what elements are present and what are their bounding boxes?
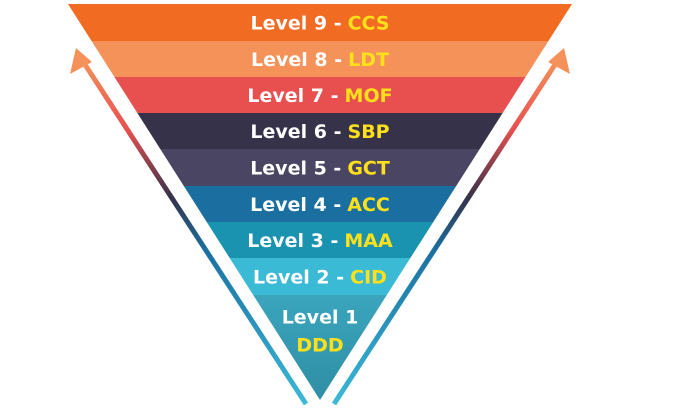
level-label: Level 4 - (250, 194, 341, 216)
level-text: Level 7 - MOF (247, 85, 392, 107)
level-text: Level 5 - GCT (250, 157, 390, 179)
level-band (137, 113, 503, 149)
level-text: Level 9 - CCS (250, 12, 389, 34)
level-code: GCT (347, 157, 390, 179)
level-text: Level 6 - SBP (250, 121, 389, 143)
level-band (253, 295, 387, 400)
level-text: Level 2 - CID (253, 266, 387, 288)
level-label: Level 7 - (247, 85, 338, 107)
level-code: CCS (348, 12, 390, 34)
level-label: Level 9 - (250, 12, 341, 34)
left-arrow (70, 48, 313, 409)
level-code: CID (350, 266, 387, 288)
level-code: ACC (347, 194, 390, 216)
level-text: Level 4 - ACC (250, 194, 390, 216)
level-label: Level 6 - (250, 121, 341, 143)
level-band (160, 149, 480, 186)
levels (68, 4, 572, 400)
level-label: Level 2 - (253, 266, 344, 288)
level-label: Level 8 - (251, 49, 342, 71)
level-text: Level 8 - LDT (251, 49, 389, 71)
right-arrow (327, 48, 570, 409)
level-label: Level 5 - (250, 157, 341, 179)
level-label: Level 3 - (247, 230, 338, 252)
level-label: Level 1 (282, 307, 359, 329)
level-band (91, 41, 549, 77)
level-band (114, 77, 526, 113)
level-band (183, 186, 457, 222)
level-code: DDD (296, 335, 343, 357)
level-band (206, 222, 434, 258)
level-code: MOF (345, 85, 393, 107)
level-code: SBP (348, 121, 390, 143)
level-band (68, 4, 572, 41)
level-code: MAA (344, 230, 393, 252)
level-text: Level 3 - MAA (247, 230, 393, 252)
level-band (229, 258, 411, 295)
level-code: LDT (348, 49, 389, 71)
